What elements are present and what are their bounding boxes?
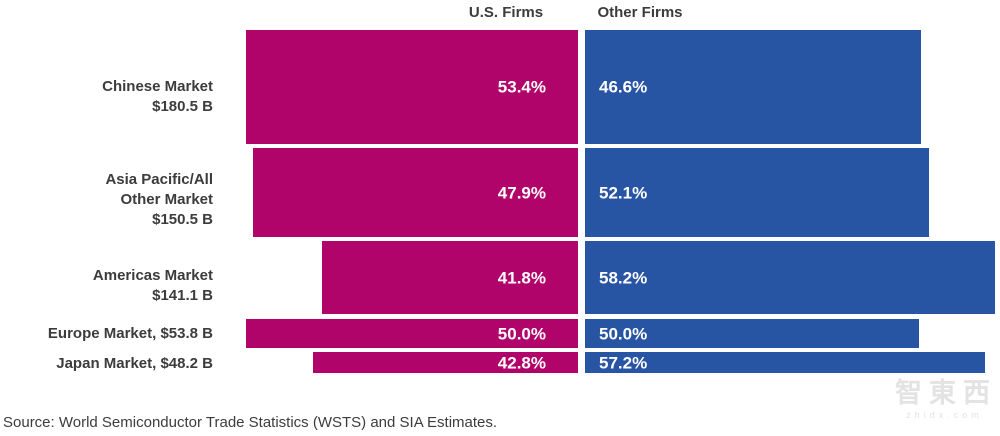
market-label: Europe Market, $53.8 B	[47, 325, 213, 342]
other-share-value: 46.6%	[599, 77, 648, 97]
other-share-value: 50.0%	[599, 324, 648, 343]
us-firms-column-header: U.S. Firms	[468, 4, 544, 21]
source-note: Source: World Semiconductor Trade Statis…	[3, 414, 498, 431]
us-firms-bar: 53.4%	[246, 30, 578, 144]
watermark-cjk-logo: 智東西	[895, 378, 997, 408]
us-firms-bar: 42.8%	[313, 352, 578, 373]
us-firms-bar: 47.9%	[253, 148, 578, 237]
watermark-url: zhidx.com	[906, 409, 983, 420]
other-share-value: 52.1%	[599, 183, 648, 202]
market-label: Americas Market $141.1 B	[92, 267, 213, 304]
other-firms-bar: 57.2%	[585, 352, 985, 373]
other-firms-column-header: Other Firms	[597, 4, 683, 21]
us-share-value: 42.8%	[497, 353, 546, 372]
us-share-value: 53.4%	[497, 77, 546, 97]
other-firms-bar: 52.1%	[585, 148, 929, 237]
us-share-value: 41.8%	[497, 268, 546, 287]
market-label: Chinese Market $180.5 B	[102, 78, 213, 115]
us-share-value: 50.0%	[497, 324, 546, 343]
other-firms-bar: 50.0%	[585, 319, 919, 348]
us-firms-bar: 41.8%	[322, 241, 578, 314]
us-share-value: 47.9%	[497, 183, 546, 202]
other-firms-bar: 58.2%	[585, 241, 995, 314]
other-share-value: 57.2%	[599, 353, 648, 372]
other-share-value: 58.2%	[599, 268, 648, 287]
us-firms-bar: 50.0%	[246, 319, 578, 348]
market-label: Asia Pacific/All Other Market $150.5 B	[105, 171, 213, 228]
watermark: 智東西 zhidx.com	[895, 378, 990, 420]
other-firms-bar: 46.6%	[585, 30, 921, 144]
market-label: Japan Market, $48.2 B	[56, 355, 213, 372]
